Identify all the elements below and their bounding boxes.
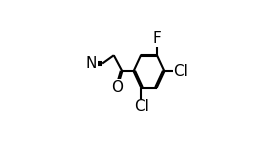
Text: Cl: Cl — [134, 99, 149, 114]
Text: F: F — [152, 31, 161, 46]
Text: O: O — [111, 80, 124, 95]
Text: Cl: Cl — [173, 64, 188, 79]
Text: N: N — [86, 56, 97, 71]
